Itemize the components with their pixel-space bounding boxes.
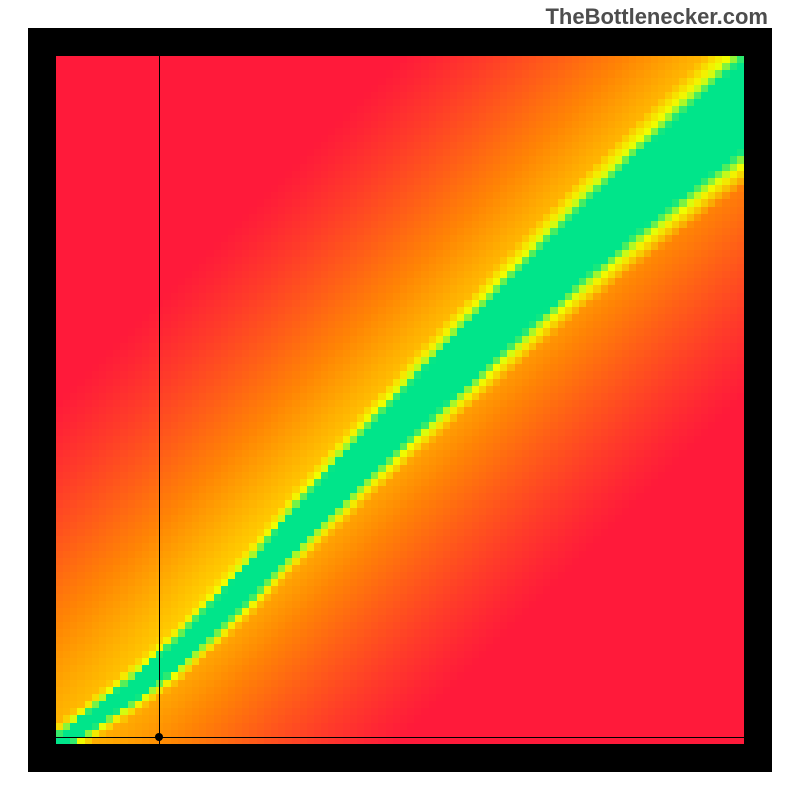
heatmap-area xyxy=(56,56,744,744)
crosshair-vertical xyxy=(159,56,160,744)
watermark-text: TheBottlenecker.com xyxy=(545,4,768,30)
